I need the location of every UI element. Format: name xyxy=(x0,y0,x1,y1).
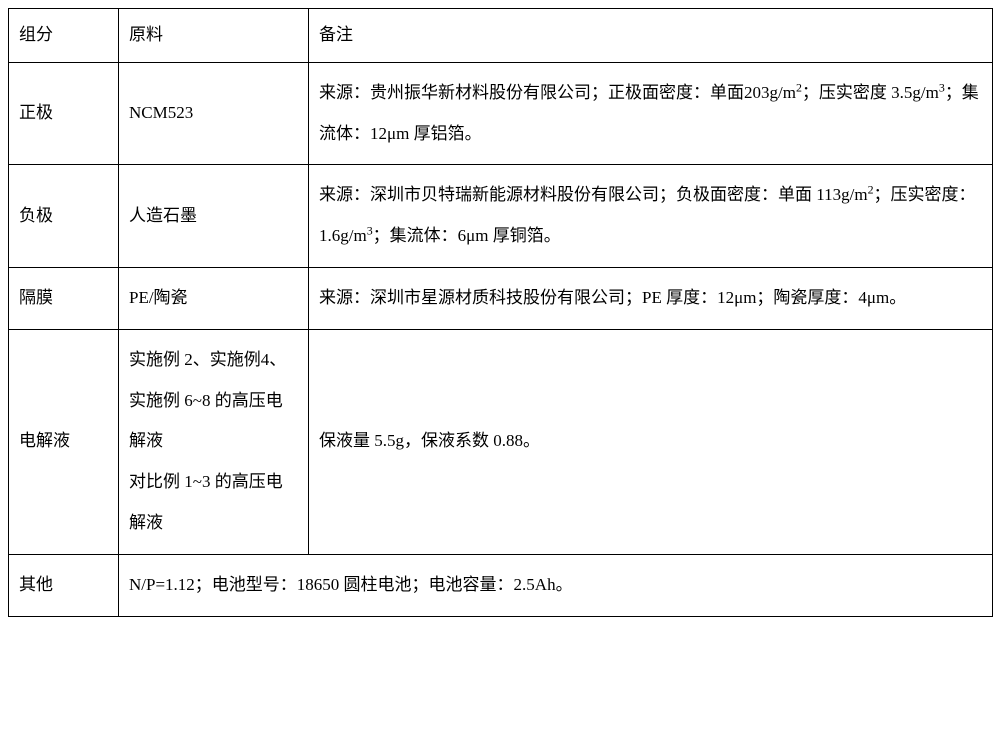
cell-remark: 保液量 5.5g，保液系数 0.88。 xyxy=(309,329,993,554)
cell-material: PE/陶瓷 xyxy=(119,267,309,329)
header-material: 原料 xyxy=(119,9,309,63)
cell-remark: 来源：深圳市星源材质科技股份有限公司；PE 厚度：12μm；陶瓷厚度：4μm。 xyxy=(309,267,993,329)
cell-remark: 来源：贵州振华新材料股份有限公司；正极面密度：单面203g/m2；压实密度 3.… xyxy=(309,62,993,165)
spec-table: 组分 原料 备注 正极 NCM523 来源：贵州振华新材料股份有限公司；正极面密… xyxy=(8,8,993,617)
cell-material: 实施例 2、实施例4、实施例 6~8 的高压电解液对比例 1~3 的高压电解液 xyxy=(119,329,309,554)
cell-remark: 来源：深圳市贝特瑞新能源材料股份有限公司；负极面密度：单面 113g/m2；压实… xyxy=(309,165,993,268)
table-header-row: 组分 原料 备注 xyxy=(9,9,993,63)
cell-component: 负极 xyxy=(9,165,119,268)
cell-material: NCM523 xyxy=(119,62,309,165)
table-row: 正极 NCM523 来源：贵州振华新材料股份有限公司；正极面密度：单面203g/… xyxy=(9,62,993,165)
cell-component: 正极 xyxy=(9,62,119,165)
table-row: 负极 人造石墨 来源：深圳市贝特瑞新能源材料股份有限公司；负极面密度：单面 11… xyxy=(9,165,993,268)
header-remark: 备注 xyxy=(309,9,993,63)
cell-material-remark-merged: N/P=1.12；电池型号：18650 圆柱电池；电池容量：2.5Ah。 xyxy=(119,554,993,616)
cell-component: 隔膜 xyxy=(9,267,119,329)
table-row: 电解液 实施例 2、实施例4、实施例 6~8 的高压电解液对比例 1~3 的高压… xyxy=(9,329,993,554)
table-row: 其他 N/P=1.12；电池型号：18650 圆柱电池；电池容量：2.5Ah。 xyxy=(9,554,993,616)
cell-component: 其他 xyxy=(9,554,119,616)
table-row: 隔膜 PE/陶瓷 来源：深圳市星源材质科技股份有限公司；PE 厚度：12μm；陶… xyxy=(9,267,993,329)
cell-component: 电解液 xyxy=(9,329,119,554)
header-component: 组分 xyxy=(9,9,119,63)
cell-material: 人造石墨 xyxy=(119,165,309,268)
